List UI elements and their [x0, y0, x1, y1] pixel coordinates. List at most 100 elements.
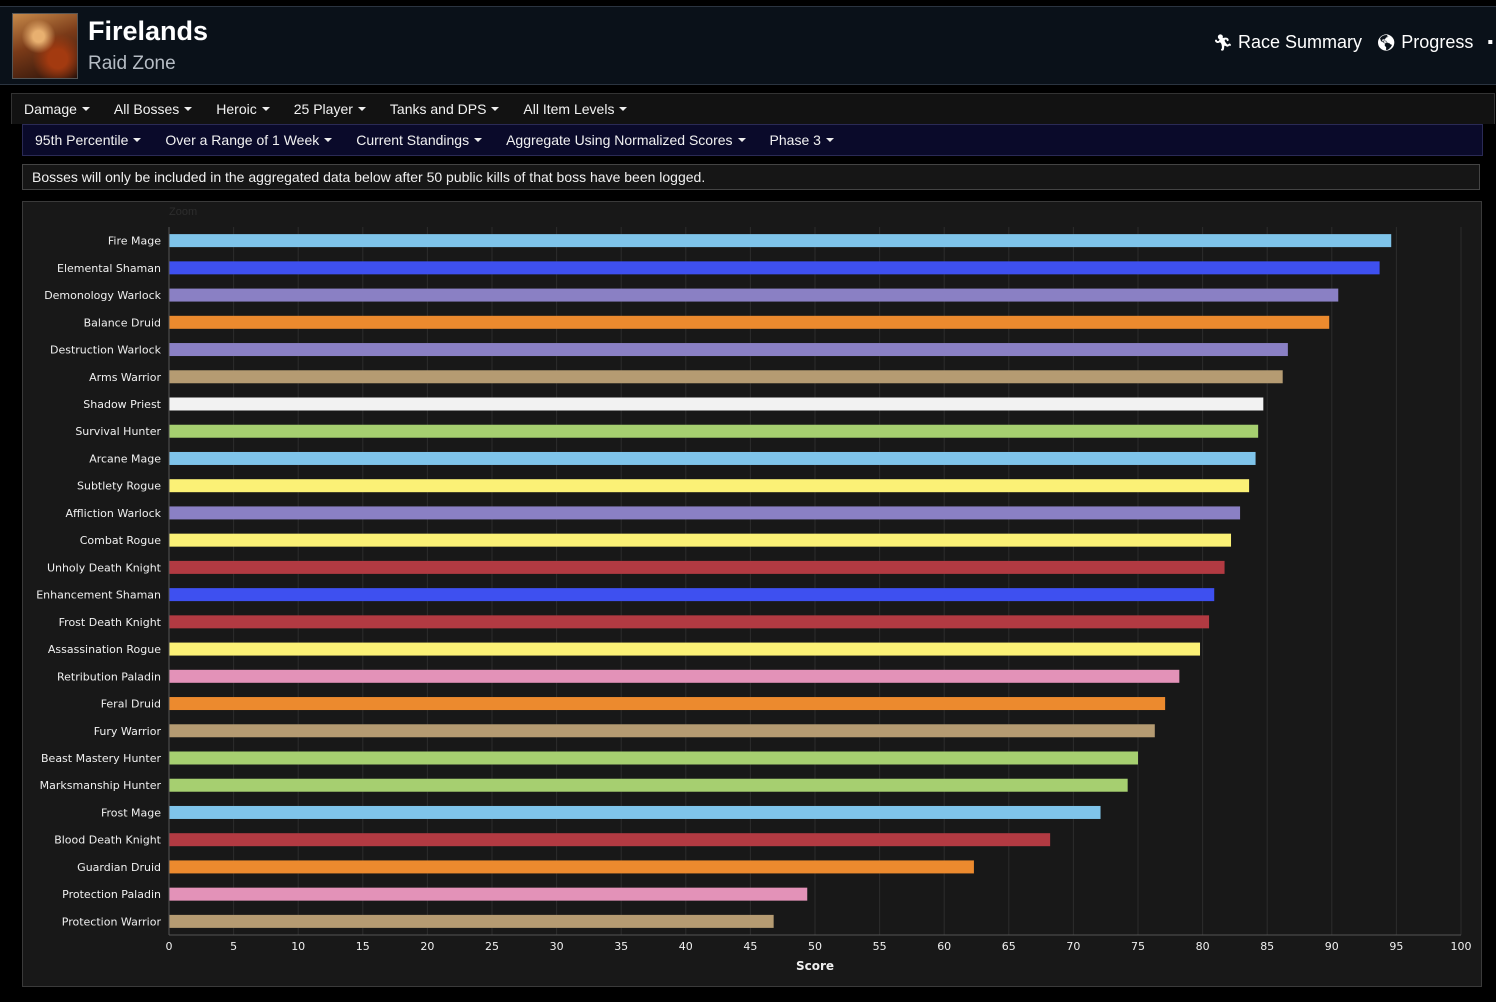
- tick-label: 40: [679, 940, 693, 953]
- aggregation-notice: Bosses will only be included in the aggr…: [22, 164, 1480, 190]
- bar[interactable]: [169, 397, 1264, 411]
- tick-label: 90: [1325, 940, 1339, 953]
- metric-dropdown[interactable]: Damage: [12, 101, 102, 117]
- tick-label: 15: [356, 940, 370, 953]
- tick-label: 5: [230, 940, 237, 953]
- boss-dropdown[interactable]: All Bosses: [102, 101, 204, 117]
- tick-label: 95: [1389, 940, 1403, 953]
- standings-dropdown[interactable]: Current Standings: [344, 132, 494, 148]
- category-label: Assassination Rogue: [48, 643, 161, 656]
- bar[interactable]: [169, 533, 1232, 547]
- category-label: Fury Warrior: [94, 725, 162, 738]
- score-bar-chart: Fire Mage Elemental Shaman Demonology Warl…: [36, 227, 1472, 973]
- bar[interactable]: [169, 697, 1166, 711]
- bar[interactable]: [169, 724, 1155, 738]
- tick-label: 55: [873, 940, 887, 953]
- category-label: Shadow Priest: [83, 398, 161, 411]
- tick-label: 35: [614, 940, 628, 953]
- caret-down-icon: [357, 107, 366, 111]
- caret-down-icon: [619, 107, 628, 111]
- caret-down-icon: [324, 138, 333, 142]
- filter-bar-primary: Damage All Bosses Heroic 25 Player Tanks…: [11, 93, 1495, 124]
- race-summary-link[interactable]: 🏃︎ Race Summary: [1213, 32, 1362, 53]
- category-label: Protection Paladin: [62, 888, 161, 901]
- category-label: Balance Druid: [84, 316, 161, 329]
- phase-dropdown[interactable]: Phase 3: [758, 132, 846, 148]
- bar[interactable]: [169, 615, 1210, 629]
- x-axis-title: Score: [796, 959, 834, 973]
- bar[interactable]: [169, 833, 1051, 847]
- tick-label: 75: [1131, 940, 1145, 953]
- category-label: Feral Druid: [101, 698, 161, 711]
- bar[interactable]: [169, 506, 1241, 520]
- category-label: Frost Mage: [101, 806, 161, 819]
- zone-header: Firelands Raid Zone 🏃︎ Race Summary 🌎︎ P…: [0, 6, 1496, 85]
- category-label: Marksmanship Hunter: [40, 779, 162, 792]
- zone-subtitle: Raid Zone: [88, 53, 176, 74]
- bar[interactable]: [169, 642, 1201, 656]
- tick-label: 80: [1196, 940, 1210, 953]
- progress-label: Progress: [1401, 32, 1474, 52]
- difficulty-dropdown[interactable]: Heroic: [204, 101, 281, 117]
- percentile-dropdown[interactable]: 95th Percentile: [23, 132, 153, 148]
- size-dropdown[interactable]: 25 Player: [282, 101, 378, 117]
- tick-label: 25: [485, 940, 499, 953]
- bar[interactable]: [169, 669, 1180, 683]
- caret-down-icon: [825, 138, 834, 142]
- category-label: Arms Warrior: [89, 371, 161, 384]
- tick-label: 65: [1002, 940, 1016, 953]
- bar[interactable]: [169, 778, 1128, 792]
- category-label: Guardian Druid: [77, 861, 161, 874]
- category-label: Combat Rogue: [80, 534, 161, 547]
- tick-label: 70: [1066, 940, 1080, 953]
- bar[interactable]: [169, 914, 774, 928]
- item-level-dropdown[interactable]: All Item Levels: [511, 101, 639, 117]
- caret-down-icon: [737, 138, 746, 142]
- bar[interactable]: [169, 288, 1339, 302]
- bar[interactable]: [169, 887, 808, 901]
- bar[interactable]: [169, 560, 1225, 574]
- header-links: 🏃︎ Race Summary 🌎︎ Progress ▪: [1213, 32, 1496, 53]
- bar[interactable]: [169, 805, 1101, 819]
- bar[interactable]: [169, 370, 1283, 384]
- bar[interactable]: [169, 234, 1392, 248]
- category-label: Survival Hunter: [75, 425, 161, 438]
- zone-thumbnail: [12, 13, 78, 79]
- bar[interactable]: [169, 315, 1330, 329]
- tick-label: 30: [550, 940, 564, 953]
- range-dropdown[interactable]: Over a Range of 1 Week: [153, 132, 344, 148]
- bar[interactable]: [169, 261, 1380, 275]
- tick-label: 100: [1451, 940, 1472, 953]
- caret-down-icon: [133, 138, 142, 142]
- tick-label: 50: [808, 940, 822, 953]
- bar[interactable]: [169, 751, 1138, 765]
- bar[interactable]: [169, 588, 1215, 602]
- category-label: Elemental Shaman: [57, 262, 161, 275]
- category-label: Destruction Warlock: [50, 344, 162, 357]
- aggregate-dropdown[interactable]: Aggregate Using Normalized Scores: [494, 132, 757, 148]
- progress-link[interactable]: 🌎︎ Progress: [1376, 32, 1473, 53]
- category-label: Subtlety Rogue: [77, 480, 161, 493]
- running-man-icon: 🏃︎: [1212, 34, 1233, 52]
- zone-title: Firelands: [88, 16, 209, 46]
- bar[interactable]: [169, 424, 1259, 438]
- bar[interactable]: [169, 451, 1256, 465]
- tick-label: 0: [166, 940, 173, 953]
- category-label: Protection Warrior: [62, 915, 162, 928]
- filter-bar-secondary: 95th Percentile Over a Range of 1 Week C…: [22, 124, 1483, 156]
- more-link[interactable]: ▪: [1487, 34, 1496, 52]
- category-label: Beast Mastery Hunter: [41, 752, 161, 765]
- caret-down-icon: [474, 138, 483, 142]
- tick-label: 10: [291, 940, 305, 953]
- bar[interactable]: [169, 860, 974, 874]
- tick-label: 20: [420, 940, 434, 953]
- bar[interactable]: [169, 343, 1288, 357]
- zoom-label[interactable]: Zoom: [169, 206, 198, 218]
- category-label: Affliction Warlock: [66, 507, 162, 520]
- category-label: Retribution Paladin: [57, 670, 161, 683]
- caret-down-icon: [261, 107, 270, 111]
- bar[interactable]: [169, 479, 1250, 493]
- category-label: Demonology Warlock: [44, 289, 161, 302]
- role-dropdown[interactable]: Tanks and DPS: [378, 101, 512, 117]
- globe-icon: 🌎︎: [1375, 34, 1397, 52]
